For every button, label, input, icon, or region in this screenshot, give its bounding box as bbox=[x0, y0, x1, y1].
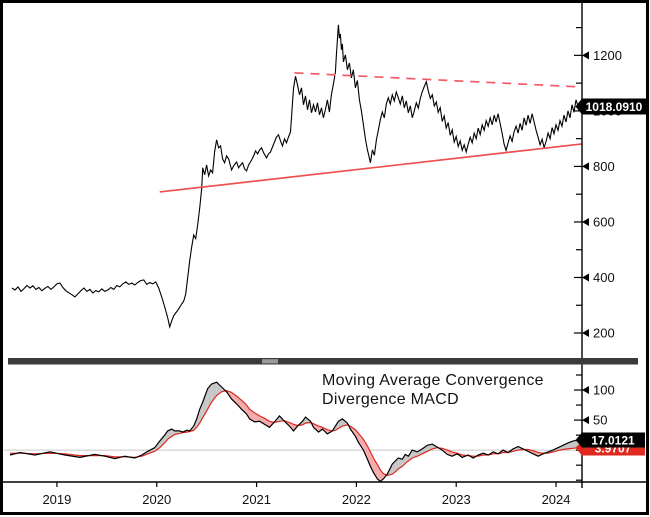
macd-histogram-fill bbox=[395, 457, 399, 472]
y-tick-arrow bbox=[582, 273, 589, 282]
y-tick-arrow bbox=[582, 162, 589, 171]
macd-line bbox=[9, 381, 579, 483]
macd-histogram-fill bbox=[264, 418, 270, 428]
y-tick-arrow bbox=[582, 217, 589, 226]
y-tick-arrow bbox=[582, 51, 589, 60]
macd-value-badge-shape bbox=[575, 432, 645, 448]
y-tick-arrow bbox=[582, 416, 589, 425]
y-axis-label: 200 bbox=[593, 326, 615, 341]
macd-histogram-fill bbox=[398, 457, 403, 469]
macd-value-badge: 17.0121 bbox=[575, 432, 645, 448]
macd-histogram-fill bbox=[358, 433, 364, 451]
y-axis-label: 50 bbox=[593, 413, 607, 428]
x-axis-label: 2024 bbox=[542, 492, 571, 507]
support-trendline[interactable] bbox=[159, 143, 583, 193]
x-axis-label: 2021 bbox=[242, 492, 271, 507]
x-axis-label: 2019 bbox=[42, 492, 71, 507]
macd-histogram-fill bbox=[573, 439, 579, 449]
axes-layer: 2004006008001000120010050201920202021202… bbox=[3, 3, 647, 507]
y-tick-arrow bbox=[582, 386, 589, 395]
macd-histogram-fill bbox=[412, 450, 418, 458]
macd-histogram-fill bbox=[427, 444, 433, 452]
last-price-badge: 1018.0910 bbox=[575, 98, 646, 115]
price-line-series bbox=[11, 24, 579, 329]
y-axis-label: 1200 bbox=[593, 48, 622, 63]
y-tick-arrow bbox=[582, 329, 589, 338]
macd-histogram-fill bbox=[241, 400, 247, 415]
last-price-badge-shape bbox=[575, 98, 646, 115]
panel-resize-handle[interactable] bbox=[262, 359, 278, 364]
macd-panel bbox=[4, 381, 582, 483]
y-axis-label: 100 bbox=[593, 383, 615, 398]
macd-histogram-fill bbox=[568, 441, 574, 449]
price-panel bbox=[11, 24, 583, 329]
macd-histogram-fill bbox=[159, 435, 165, 448]
last-price-value: 1018.0910 bbox=[586, 100, 643, 114]
x-axis-label: 2020 bbox=[142, 492, 171, 507]
y-axis-label: 400 bbox=[593, 270, 615, 285]
price-plot-area[interactable] bbox=[4, 4, 582, 358]
macd-title-line-2: Divergence MACD bbox=[322, 391, 459, 408]
macd-histogram-fill bbox=[417, 448, 423, 457]
macd-value: 17.0121 bbox=[591, 433, 635, 447]
y-axis-label: 800 bbox=[593, 159, 615, 174]
x-axis-label: 2023 bbox=[442, 492, 471, 507]
macd-title-line-1: Moving Average Convergence bbox=[322, 372, 544, 389]
panel-separator bbox=[8, 358, 638, 365]
macd-histogram-fill bbox=[563, 442, 569, 450]
macd-histogram-fill bbox=[254, 412, 260, 422]
x-axis-label: 2022 bbox=[342, 492, 371, 507]
macd-histogram-fill bbox=[199, 402, 203, 424]
y-axis-label: 600 bbox=[593, 214, 615, 229]
macd-histogram-fill bbox=[392, 460, 396, 475]
